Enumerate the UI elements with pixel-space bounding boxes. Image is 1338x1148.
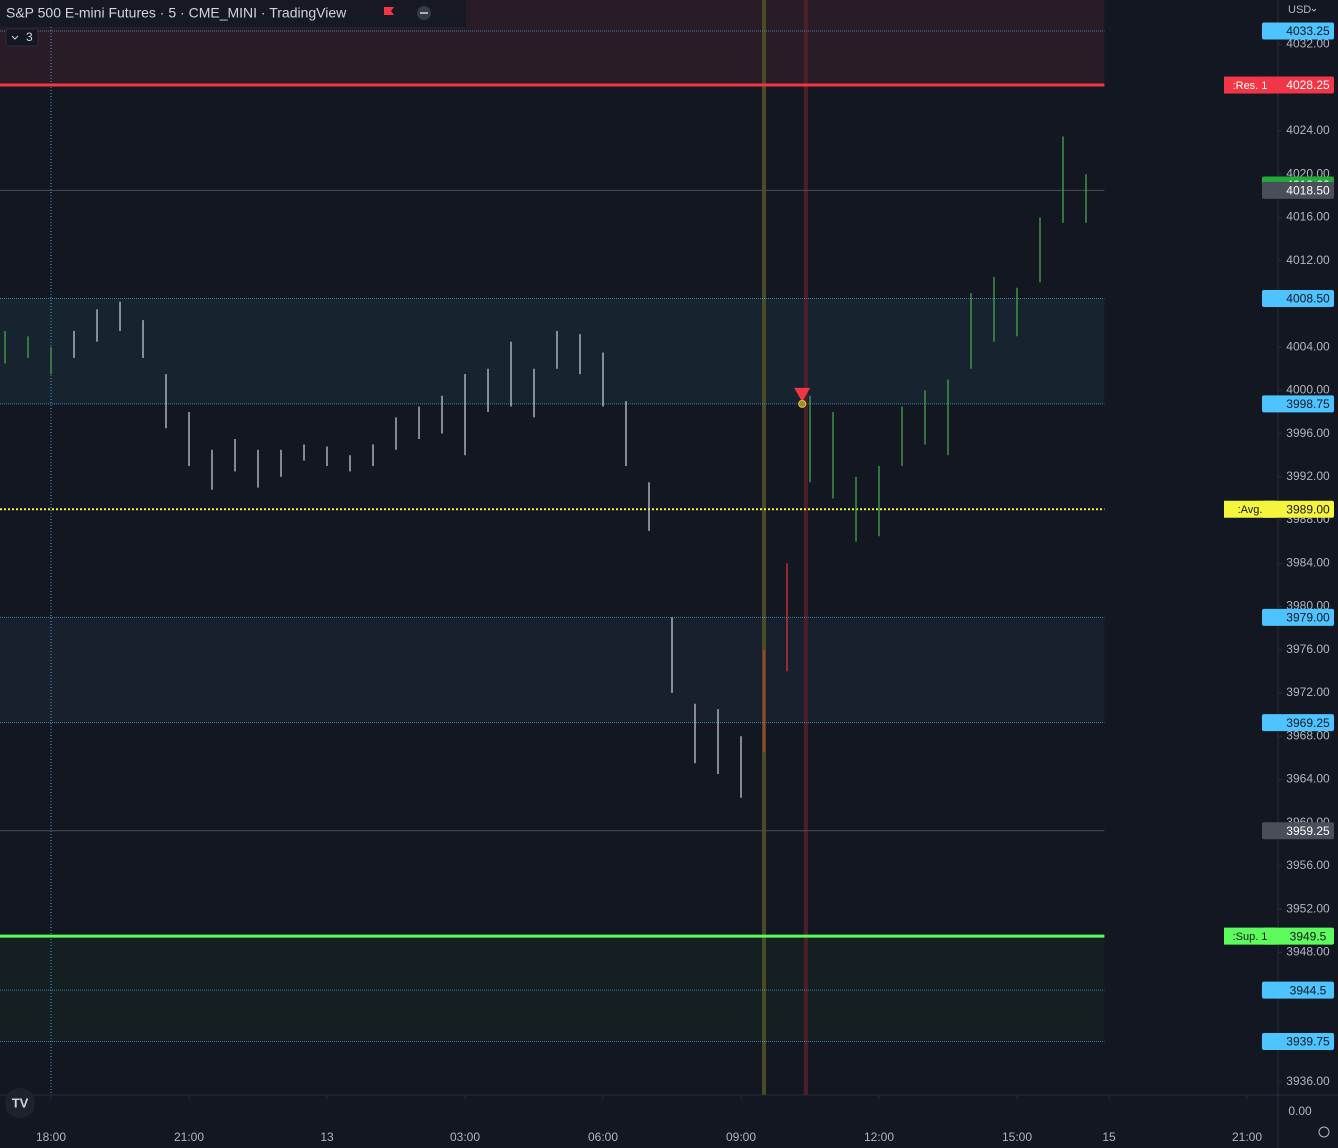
x-tick-label: 21:00: [1232, 1130, 1262, 1144]
indicators-toggle[interactable]: [5, 28, 39, 47]
flag-icon: [384, 7, 394, 15]
price-label: 3969.25: [1286, 716, 1330, 730]
tv-logo: TV: [5, 1088, 35, 1118]
x-tick-label: 18:00: [36, 1130, 66, 1144]
scale-footer: 0.00: [1288, 1104, 1312, 1118]
y-tick-label: 3968.00: [1286, 728, 1330, 742]
price-label-bg: [1262, 289, 1334, 307]
level-tag: :Res. 1: [1233, 80, 1268, 92]
y-tick-label: 3956.00: [1286, 858, 1330, 872]
price-label-bg: [1262, 927, 1334, 945]
price-label: 3949.5: [1290, 929, 1327, 943]
y-tick-label: 3936.00: [1286, 1074, 1330, 1088]
level-tag: :Avg.: [1238, 504, 1263, 516]
level-tag: :Sup. 1: [1233, 931, 1268, 943]
zone: [0, 936, 1105, 1042]
y-tick-label: 3992.00: [1286, 469, 1330, 483]
svg-text:TV: TV: [12, 1095, 29, 1110]
price-label-bg: [1262, 608, 1334, 626]
x-tick-label: 09:00: [726, 1130, 756, 1144]
x-tick-label: 15: [1102, 1130, 1116, 1144]
x-tick-label: 03:00: [450, 1130, 480, 1144]
y-tick-label: 3964.00: [1286, 772, 1330, 786]
y-tick-label: 3984.00: [1286, 555, 1330, 569]
y-tick-label: 3948.00: [1286, 945, 1330, 959]
x-tick-label: 06:00: [588, 1130, 618, 1144]
x-tick-label: 21:00: [174, 1130, 204, 1144]
chart-title: S&P 500 E-mini Futures · 5 · CME_MINI · …: [6, 5, 347, 21]
price-label-bg: [1262, 822, 1334, 840]
price-label-bg: [1262, 181, 1334, 199]
x-tick-label: 13: [320, 1130, 334, 1144]
level-tag-bg: [1224, 76, 1276, 94]
y-tick-label: 4032.00: [1286, 37, 1330, 51]
signal-triangle: [794, 387, 811, 402]
chevron-icon: [11, 35, 19, 40]
y-tick-label: 4012.00: [1286, 253, 1330, 267]
chevron-icon: [1311, 8, 1317, 12]
y-tick-label: 4004.00: [1286, 339, 1330, 353]
price-label: 3979.00: [1286, 610, 1330, 624]
price-label-bg: [1262, 76, 1334, 94]
price-label: 3998.75: [1286, 397, 1330, 411]
zone: [0, 298, 1105, 404]
level-tag-bg: [1224, 927, 1276, 945]
price-label: 3959.25: [1286, 824, 1330, 838]
y-tick-label: 4024.00: [1286, 123, 1330, 137]
price-label: 4028.25: [1286, 78, 1330, 92]
settings-icon[interactable]: [1318, 1126, 1330, 1138]
indicator-count: 3: [26, 30, 33, 44]
y-tick-label: 4000.00: [1286, 383, 1330, 397]
price-label: 3944.5: [1290, 983, 1327, 997]
x-tick-label: 12:00: [864, 1130, 894, 1144]
x-tick-label: 15:00: [1002, 1130, 1032, 1144]
price-label-bg: [1262, 500, 1334, 518]
price-label-bg: [1262, 714, 1334, 732]
price-label-bg: [1262, 1033, 1334, 1051]
y-tick-label: 3976.00: [1286, 642, 1330, 656]
y-tick-label: 3972.00: [1286, 685, 1330, 699]
price-label-bg: [1262, 22, 1334, 40]
price-label: 3989.00: [1286, 502, 1330, 516]
currency[interactable]: USD: [1288, 4, 1311, 16]
zone: [0, 617, 1105, 723]
level-tag-bg: [1224, 500, 1276, 518]
signal-dot: [798, 399, 807, 408]
price-label-bg: [1262, 395, 1334, 413]
y-tick-label: 3996.00: [1286, 426, 1330, 440]
price-label: 4033.25: [1286, 24, 1330, 38]
price-label: 4008.50: [1286, 292, 1330, 306]
price-label: 4018.50: [1286, 184, 1330, 198]
price-label: 3939.75: [1286, 1035, 1330, 1049]
y-tick-label: 3952.00: [1286, 901, 1330, 915]
price-label-bg: [1262, 981, 1334, 999]
y-tick-label: 4016.00: [1286, 210, 1330, 224]
